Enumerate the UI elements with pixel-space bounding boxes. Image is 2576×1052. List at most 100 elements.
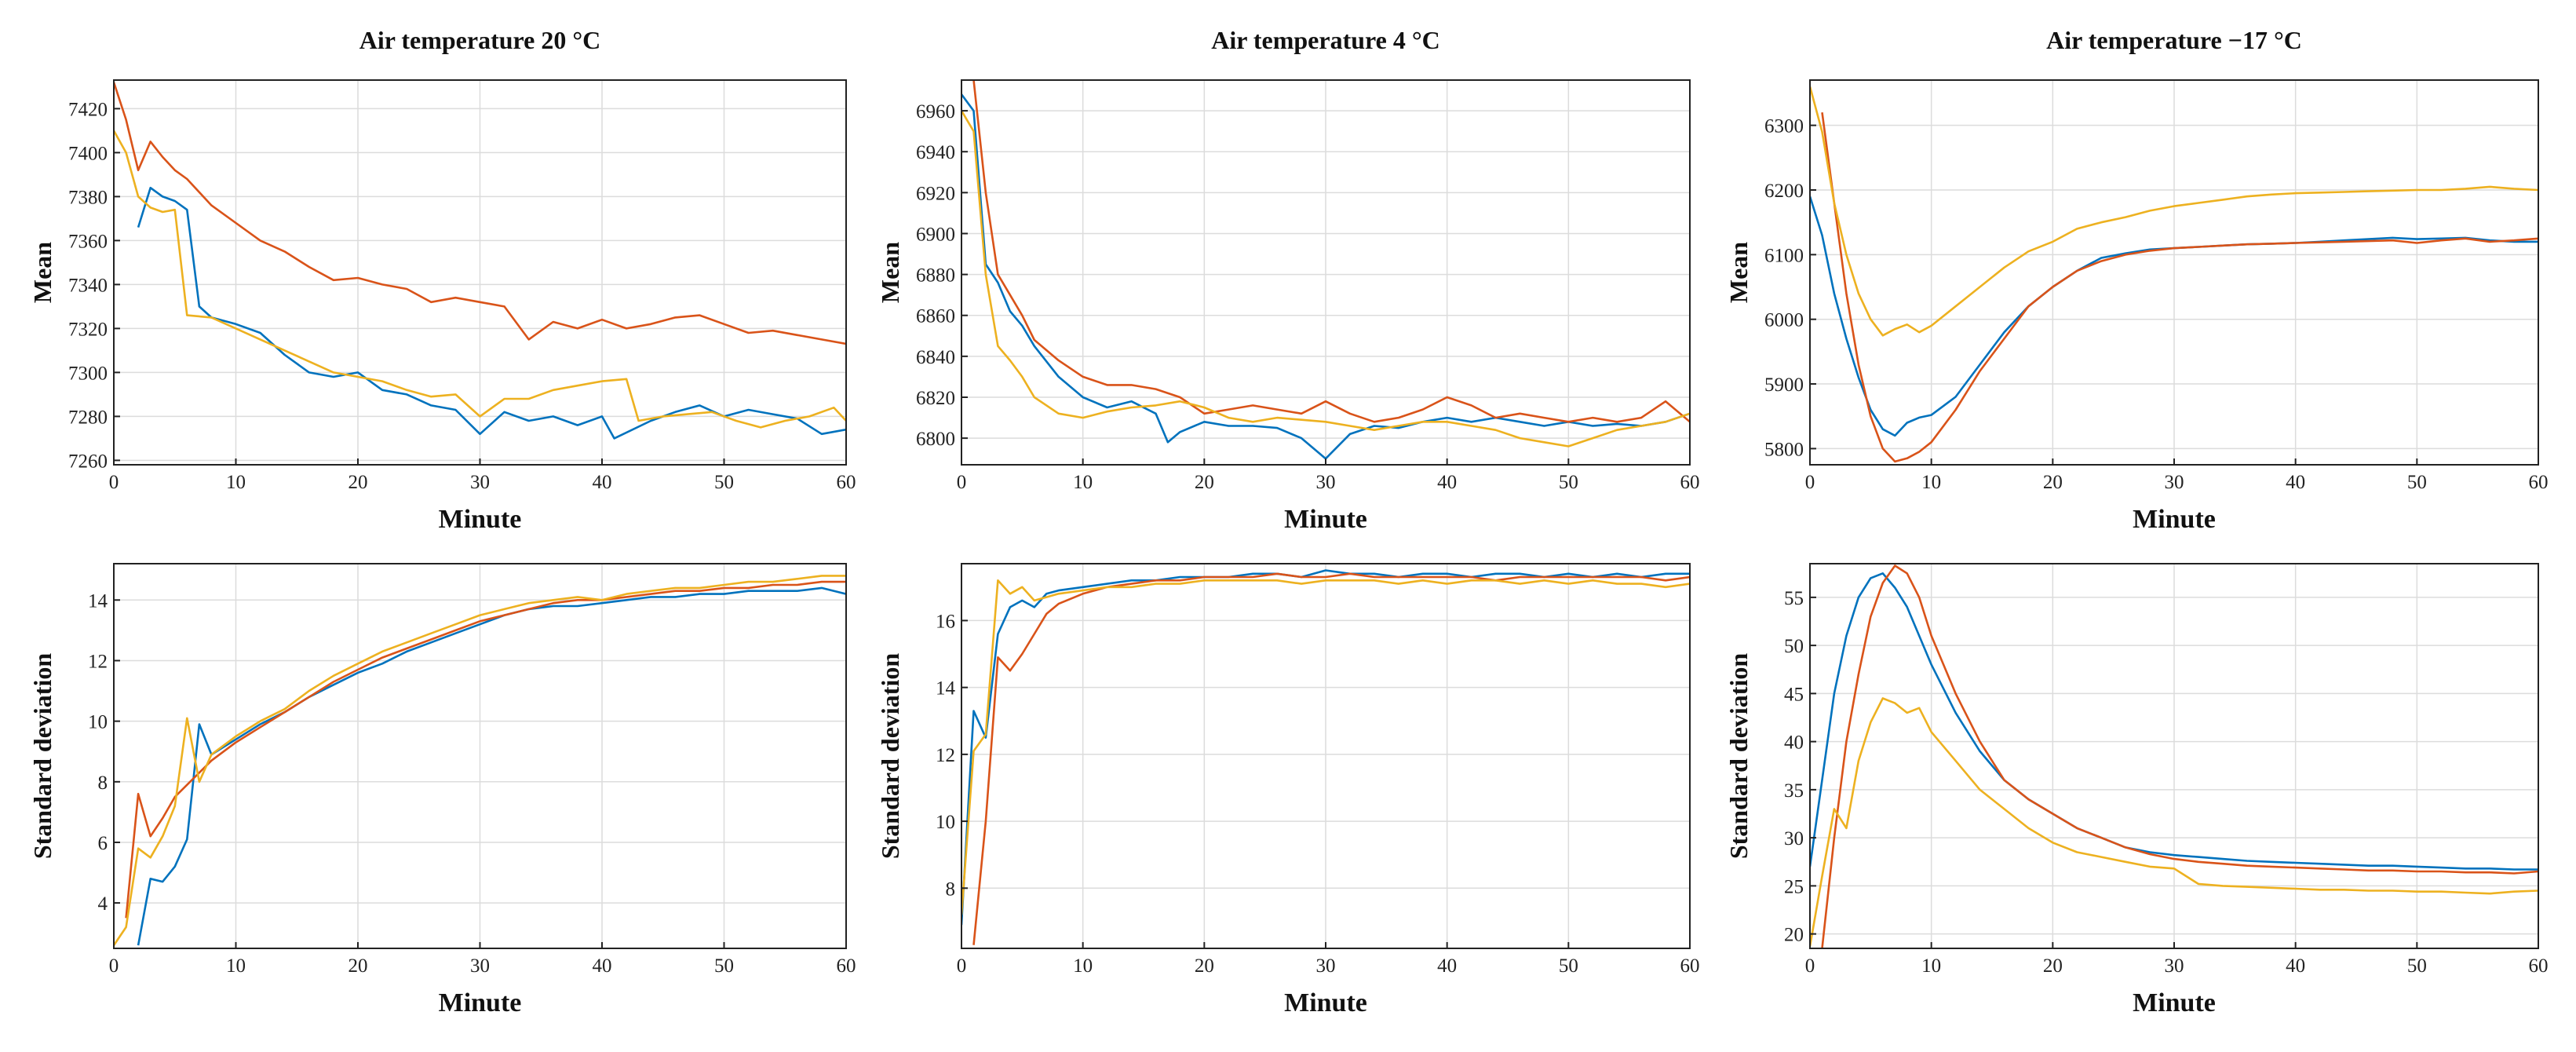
chart-panel-2: 0 10 20 30 40 50 60 6800 6820 6840 6860 6880 6900 692… xyxy=(876,26,1700,534)
y-tick-label: 14 xyxy=(936,678,956,700)
y-axis-label: Standard deviation xyxy=(1724,653,1753,859)
series-group xyxy=(114,82,846,440)
y-tick-label: 7300 xyxy=(68,363,108,384)
x-tick-label: 50 xyxy=(714,955,734,977)
y-tick-label: 8 xyxy=(946,878,956,900)
x-tick-label: 0 xyxy=(1805,955,1815,977)
x-tick-label: 20 xyxy=(2043,955,2063,977)
x-tick-label: 40 xyxy=(1437,472,1457,493)
y-tick-label: 6860 xyxy=(916,306,955,327)
chart-title: Air temperature 4 °C xyxy=(1211,26,1440,54)
series-line-orange xyxy=(125,580,846,919)
y-tick-label: 5900 xyxy=(1764,374,1804,396)
y-axis-label: Mean xyxy=(1724,242,1753,303)
y-tick-label: 7260 xyxy=(68,451,108,472)
series-line-blue xyxy=(137,186,846,440)
y-tick-label: 7340 xyxy=(68,275,108,296)
x-tick-label: 20 xyxy=(1195,472,1214,493)
x-tick-label: 60 xyxy=(837,955,856,977)
x-tick-label: 0 xyxy=(109,472,119,493)
y-tick-label: 55 xyxy=(1784,588,1804,609)
chart-panel-6: 0 10 20 30 40 50 60 20 25 30 35 40 45 50 55 Minute Stand… xyxy=(1724,563,2549,1017)
y-tick-label: 10 xyxy=(936,812,955,833)
x-tick-label: 40 xyxy=(593,955,612,977)
series-line-blue xyxy=(961,93,1690,460)
x-tick-label: 50 xyxy=(714,472,734,493)
x-tick-label: 30 xyxy=(470,955,490,977)
y-tick-label: 7400 xyxy=(68,143,108,164)
x-tick-label: 10 xyxy=(1073,955,1093,977)
series-line-orange xyxy=(972,572,1690,945)
x-tick-label: 10 xyxy=(226,472,246,493)
y-tick-label: 30 xyxy=(1784,828,1804,849)
y-tick-label: 12 xyxy=(936,745,955,766)
chart-panel-1: 0 10 20 30 40 50 60 7260 7280 7300 7320 7340 7360 738… xyxy=(28,26,856,534)
x-axis-label: Minute xyxy=(1284,988,1367,1017)
x-tick-label: 20 xyxy=(1195,955,1214,977)
series-line-orange xyxy=(1821,112,2538,463)
y-tick-label: 20 xyxy=(1784,925,1804,946)
y-tick-label: 14 xyxy=(88,590,108,612)
y-tick-label: 45 xyxy=(1784,684,1804,705)
y-tick-label: 40 xyxy=(1784,732,1804,754)
chart-panel-3: 0 10 20 30 40 50 60 5800 5900 6000 6100 6200 6300 Air… xyxy=(1724,26,2549,534)
x-tick-label: 60 xyxy=(1680,472,1700,493)
x-tick-label: 50 xyxy=(1559,955,1578,977)
x-tick-label: 60 xyxy=(2529,472,2549,493)
y-tick-label: 7360 xyxy=(68,231,108,252)
x-axis-label: Minute xyxy=(2133,505,2216,534)
y-tick-label: 7280 xyxy=(68,407,108,428)
x-tick-label: 10 xyxy=(226,955,246,977)
y-tick-label: 6820 xyxy=(916,388,955,409)
series-line-orange xyxy=(972,80,1690,423)
y-tick-label: 6880 xyxy=(916,265,955,287)
y-tick-label: 6000 xyxy=(1764,310,1804,331)
x-tick-label: 10 xyxy=(1921,955,1941,977)
x-tick-label: 10 xyxy=(1921,472,1941,493)
x-tick-label: 50 xyxy=(2407,955,2427,977)
x-tick-label: 40 xyxy=(1437,955,1457,977)
x-tick-label: 60 xyxy=(2529,955,2549,977)
x-tick-label: 60 xyxy=(1680,955,1700,977)
chart-panel-5: 0 10 20 30 40 50 60 8 10 12 14 16 Minute Standard dev… xyxy=(876,563,1700,1017)
y-tick-label: 50 xyxy=(1784,636,1804,657)
x-tick-label: 0 xyxy=(1805,472,1815,493)
series-line-blue xyxy=(1810,195,2538,437)
x-tick-label: 20 xyxy=(348,955,368,977)
x-tick-label: 10 xyxy=(1073,472,1093,493)
x-tick-label: 40 xyxy=(593,472,612,493)
x-tick-label: 40 xyxy=(2286,955,2305,977)
chart-panel-4: 0 10 20 30 40 50 60 4 6 8 10 12 14 Minute Standard dev… xyxy=(28,563,856,1017)
series-group xyxy=(961,569,1690,945)
x-tick-label: 30 xyxy=(1316,955,1336,977)
y-tick-label: 7380 xyxy=(68,187,108,208)
x-tick-label: 30 xyxy=(1316,472,1336,493)
x-tick-label: 20 xyxy=(2043,472,2063,493)
x-tick-label: 20 xyxy=(348,472,368,493)
y-tick-label: 12 xyxy=(88,651,108,672)
y-axis-label: Standard deviation xyxy=(876,653,904,859)
x-tick-label: 60 xyxy=(837,472,856,493)
series-line-yellow xyxy=(114,130,846,429)
x-tick-label: 0 xyxy=(109,955,119,977)
x-tick-label: 40 xyxy=(2286,472,2305,493)
x-tick-label: 0 xyxy=(957,472,967,493)
series-group xyxy=(961,80,1690,460)
series-line-orange xyxy=(1821,564,2538,948)
x-tick-label: 30 xyxy=(2165,472,2184,493)
chart-title: Air temperature −17 °C xyxy=(2046,26,2302,54)
series-line-yellow xyxy=(961,110,1690,447)
series-group xyxy=(1810,564,2538,948)
y-tick-label: 6940 xyxy=(916,142,955,163)
x-axis-label: Minute xyxy=(1284,505,1367,534)
x-tick-label: 50 xyxy=(1559,472,1578,493)
series-line-yellow xyxy=(114,575,846,946)
x-axis-label: Minute xyxy=(439,988,522,1017)
y-tick-label: 8 xyxy=(98,773,108,794)
y-tick-label: 6100 xyxy=(1764,245,1804,266)
y-tick-label: 16 xyxy=(936,611,955,632)
x-tick-label: 30 xyxy=(470,472,490,493)
series-line-orange xyxy=(114,82,846,345)
chart-title: Air temperature 20 °C xyxy=(359,26,601,54)
